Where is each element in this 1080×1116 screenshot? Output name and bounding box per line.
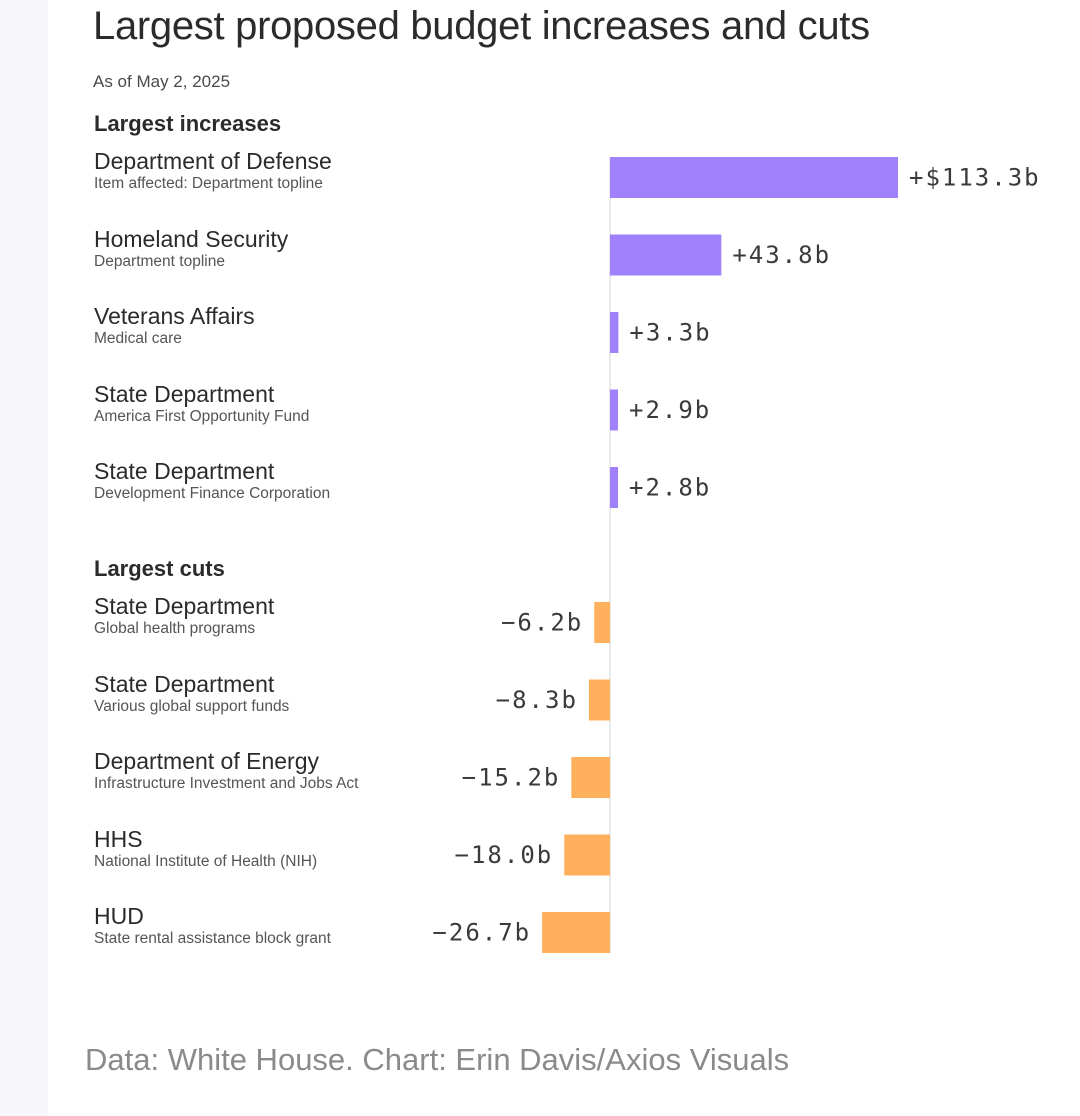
- row-detail: Infrastructure Investment and Jobs Act: [94, 775, 359, 792]
- row-name: State Department: [94, 670, 275, 697]
- row-detail: Department topline: [94, 252, 225, 270]
- section-heading: Largest increases: [94, 111, 282, 136]
- row-detail: America First Opportunity Fund: [94, 407, 310, 425]
- row-name: State Department: [94, 458, 275, 484]
- row-label: Veterans Affairs Medical care: [94, 302, 255, 348]
- row-label: Homeland Security Department topline: [94, 225, 288, 271]
- row-name: Department of Energy: [94, 748, 320, 774]
- cut-bar: [588, 679, 610, 721]
- value-label: +3.3b: [629, 319, 711, 347]
- row-name: State Department: [94, 593, 275, 619]
- value-label: −18.0b: [455, 841, 554, 869]
- row-detail: Global health programs: [94, 620, 256, 637]
- row-detail: Various global support funds: [94, 697, 290, 715]
- increase-bar: [610, 157, 898, 198]
- row-label: Department of Energy Infrastructure Inves…: [94, 747, 359, 793]
- row-label: State Department Development Finance Corp…: [94, 457, 330, 503]
- value-label: −6.2b: [501, 609, 583, 637]
- row-detail: Medical care: [94, 330, 182, 347]
- row-label: State Department America First Opportunit…: [94, 380, 309, 426]
- row-detail: State rental assistance block grant: [94, 930, 331, 947]
- row-label: State Department Various global support f…: [94, 670, 289, 716]
- value-label: −26.7b: [432, 919, 531, 947]
- left-margin-strip: [0, 0, 48, 1116]
- increase-bar: [610, 312, 619, 353]
- section-heading: Largest cuts: [94, 556, 225, 581]
- row-name: Homeland Security: [94, 225, 289, 252]
- source-credit: Data: White House. Chart: Erin Davis/Axi…: [85, 1042, 790, 1077]
- row-name: Veterans Affairs: [94, 303, 255, 329]
- value-label: +2.9b: [629, 396, 711, 424]
- row-label: Department of Defense Item affected: Depa…: [94, 147, 332, 193]
- row-name: HHS: [94, 825, 143, 852]
- value-label: +2.8b: [629, 474, 711, 502]
- row-detail: Item affected: Department topline: [94, 175, 323, 192]
- row-label: HUD State rental assistance block grant: [94, 902, 331, 948]
- row-label: HHS National Institute of Health (NIH): [94, 825, 317, 871]
- value-label: +43.8b: [732, 241, 831, 269]
- cut-bar: [571, 757, 610, 798]
- value-label: −15.2b: [462, 764, 561, 792]
- cut-bar: [542, 912, 610, 953]
- chart-subtitle: As of May 2, 2025: [93, 72, 231, 91]
- row-label: State Department Global health programs: [94, 592, 274, 638]
- row-name: State Department: [94, 380, 275, 407]
- value-label: +$113.3b: [909, 164, 1041, 192]
- row-name: HUD: [94, 903, 144, 929]
- row-detail: National Institute of Health (NIH): [94, 852, 318, 870]
- chart-title: Largest proposed budget increases and cu…: [93, 4, 870, 48]
- value-label: −8.3b: [496, 686, 578, 714]
- increase-bar: [610, 234, 722, 276]
- increase-bar: [610, 467, 618, 508]
- cut-bar: [594, 602, 610, 643]
- row-name: Department of Defense: [94, 148, 332, 174]
- increase-bar: [610, 389, 618, 431]
- cut-bar: [564, 834, 610, 876]
- row-detail: Development Finance Corporation: [94, 485, 331, 502]
